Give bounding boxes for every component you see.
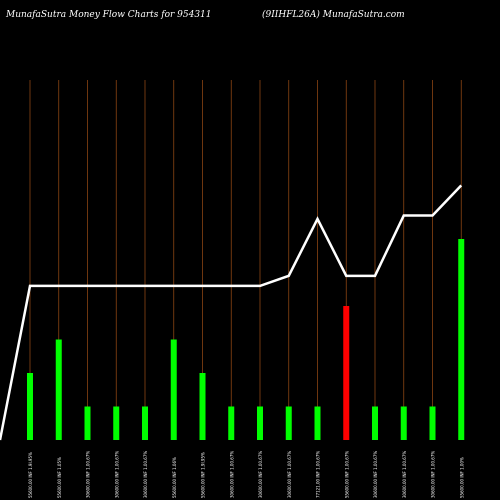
money-flow-line: [0, 184, 463, 441]
bar: [170, 339, 177, 440]
bar: [113, 406, 120, 440]
x-tick-label: 30600.00 INF 1.00.67%: [86, 451, 91, 498]
x-tick-label: 55600.00 INF 1.00.67%: [344, 451, 349, 498]
x-tick-label: 30600.00 INF 1.00.67%: [287, 451, 292, 498]
x-tick-label: 30600.00 INF 1.00.67%: [114, 451, 119, 498]
chart-title-right: (9IIHFL26A) MunafaSutra.com: [262, 10, 405, 20]
bar: [142, 406, 148, 440]
x-tick-label: 55600.00 INF 1.06%: [172, 457, 177, 498]
x-tick-label: 77121.00 INF 1.00.67%: [316, 451, 321, 498]
bar: [285, 406, 292, 440]
x-tick-label: 55600.00 INF 1.05%: [57, 457, 62, 498]
x-tick-label: 55600.00 INF 1.9I.95%: [28, 452, 33, 498]
bar: [372, 406, 378, 440]
bar: [314, 406, 321, 440]
x-tick-label: 30600.00 INF 1.00.67%: [143, 451, 148, 498]
x-tick-label: 55600.00 INF 1.9I.95%: [201, 452, 206, 498]
x-tick-label: 30600.00 INF 1.00.67%: [431, 451, 436, 498]
x-tick-label: 30600.00 INF 1.00.67%: [373, 451, 378, 498]
bar: [199, 373, 206, 440]
bar: [257, 406, 263, 440]
x-tick-label: 30600.00 INF 1.00.67%: [229, 451, 234, 498]
bar: [228, 406, 235, 440]
bar: [55, 339, 62, 440]
x-tick-label: 30600.00 INF 1.00.67%: [258, 451, 263, 498]
bar: [429, 406, 436, 440]
bar: [84, 406, 91, 440]
x-tick-label: 55600.00 INF 1.00%: [459, 457, 464, 498]
bar: [27, 373, 33, 440]
x-tick-label: 30600.00 INF 1.00.67%: [402, 451, 407, 498]
bar: [400, 406, 407, 440]
bar: [458, 239, 465, 440]
chart-title-left: MunafaSutra Money Flow Charts for 954311: [6, 10, 212, 20]
bar: [343, 306, 350, 440]
